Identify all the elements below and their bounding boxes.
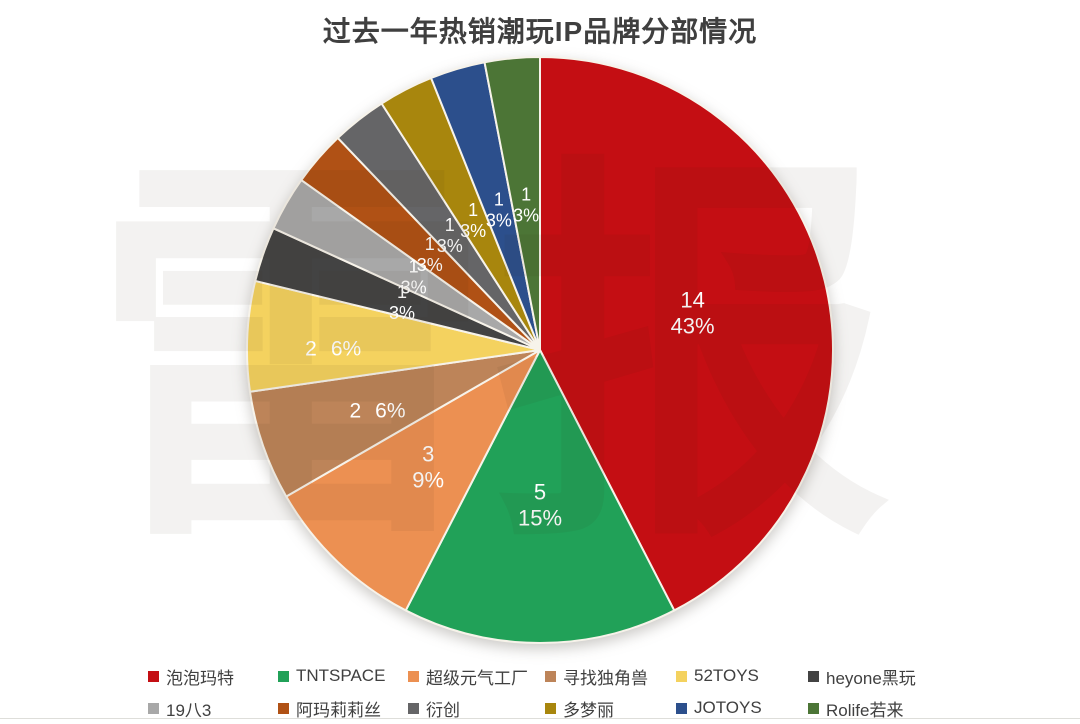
slice-label-8: 1 3%: [417, 234, 443, 275]
slice-label-12: 1 3%: [513, 184, 539, 225]
legend-marker-icon: [676, 702, 687, 714]
pie-slice-12: [483, 56, 541, 351]
legend-marker-icon: [278, 702, 289, 714]
legend-label: 寻找独角兽: [563, 668, 648, 688]
slice-label-5: 2 6%: [305, 337, 361, 360]
slice-label-10: 1 3%: [460, 200, 486, 241]
legend-marker-icon: [408, 670, 419, 682]
legend-label: 衍创: [426, 700, 460, 720]
slice-label-7: 1 3%: [401, 257, 427, 298]
slice-label-4: 2 6%: [349, 399, 405, 422]
legend-item-11: JOTOYS: [676, 698, 762, 718]
pie-slice-2: [404, 349, 676, 645]
legend-item-6: heyone黑玩: [808, 666, 916, 688]
pie-slice-3: [285, 349, 541, 612]
legend-label: 19八3: [166, 700, 212, 720]
legend-marker-icon: [148, 670, 159, 682]
legend-item-1: 泡泡玛特: [148, 666, 234, 688]
legend-label: 阿玛莉莉丝: [296, 700, 381, 720]
legend-marker-icon: [408, 702, 419, 714]
legend-label: heyone黑玩: [826, 668, 916, 688]
legend-marker-icon: [808, 670, 819, 682]
legend-marker-icon: [545, 670, 556, 682]
legend-marker-icon: [278, 670, 289, 682]
slice-label-6: 1 3%: [389, 282, 415, 323]
legend-item-2: TNTSPACE: [278, 666, 385, 686]
legend-item-5: 52TOYS: [676, 666, 759, 686]
legend-item-4: 寻找独角兽: [545, 666, 648, 688]
slice-label-11: 1 3%: [486, 190, 512, 231]
slice-label-3: 3 9%: [412, 442, 444, 493]
legend-item-12: Rolife若来: [808, 698, 904, 720]
chart-title: 过去一年热销潮玩IP品牌分部情况: [322, 16, 758, 47]
slice-label-1: 14 43%: [671, 288, 715, 339]
legend-label: Rolife若来: [826, 700, 904, 720]
slice-label-2: 5 15%: [518, 480, 562, 531]
legend-label: 超级元气工厂: [426, 668, 528, 688]
legend-item-7: 19八3: [148, 698, 212, 720]
legend-item-3: 超级元气工厂: [408, 666, 528, 688]
legend-label: 52TOYS: [694, 666, 759, 685]
legend-marker-icon: [676, 670, 687, 682]
legend-label: TNTSPACE: [296, 666, 386, 685]
pie-slice-1: [539, 56, 834, 612]
slice-label-9: 1 3%: [437, 215, 463, 256]
legend-item-10: 多梦丽: [545, 698, 614, 720]
legend-marker-icon: [545, 702, 556, 714]
legend-item-9: 衍创: [408, 698, 460, 720]
legend-marker-icon: [148, 702, 159, 714]
legend-label: 多梦丽: [563, 700, 614, 720]
legend-label: JOTOYS: [694, 698, 762, 717]
bottom-divider: [0, 718, 1080, 719]
legend-label: 泡泡玛特: [166, 668, 234, 688]
legend-item-8: 阿玛莉莉丝: [278, 698, 381, 720]
legend-marker-icon: [808, 702, 819, 714]
